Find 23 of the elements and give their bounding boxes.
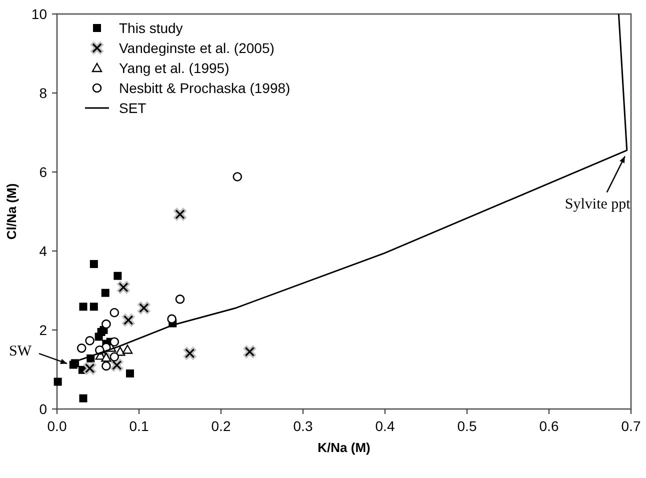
x-tick-label: 0.6 [539,418,559,434]
annotation: Sylvite ppt [564,196,632,212]
y-tick-label: 8 [39,85,48,101]
legend-label: SET [119,100,147,116]
x-tick-label: 0.4 [375,418,395,434]
x-tick-label: 0.3 [293,418,313,434]
y-tick-label: 4 [39,243,48,259]
legend-label: Yang et al. (1995) [119,60,230,76]
x-tick-label: 0.1 [129,418,149,434]
y-tick-label: 10 [31,6,48,22]
legend-label: Nesbitt & Prochaska (1998) [119,80,290,96]
y-axis-title: Cl/Na (M) [4,183,19,240]
y-tick-label: 6 [39,164,48,180]
legend-label: Vandeginste et al. (2005) [119,40,274,56]
x-tick-label: 0.5 [457,418,477,434]
legend-label: This study [119,20,183,36]
y-tick-label: 0 [39,401,48,417]
x-tick-label: 0.7 [621,418,641,434]
x-tick-label: 0.2 [211,418,231,434]
x-axis-title: K/Na (M) [318,440,370,455]
y-tick-label: 2 [39,322,48,338]
annotation: SW [9,344,32,360]
x-tick-label: 0.0 [47,418,67,434]
